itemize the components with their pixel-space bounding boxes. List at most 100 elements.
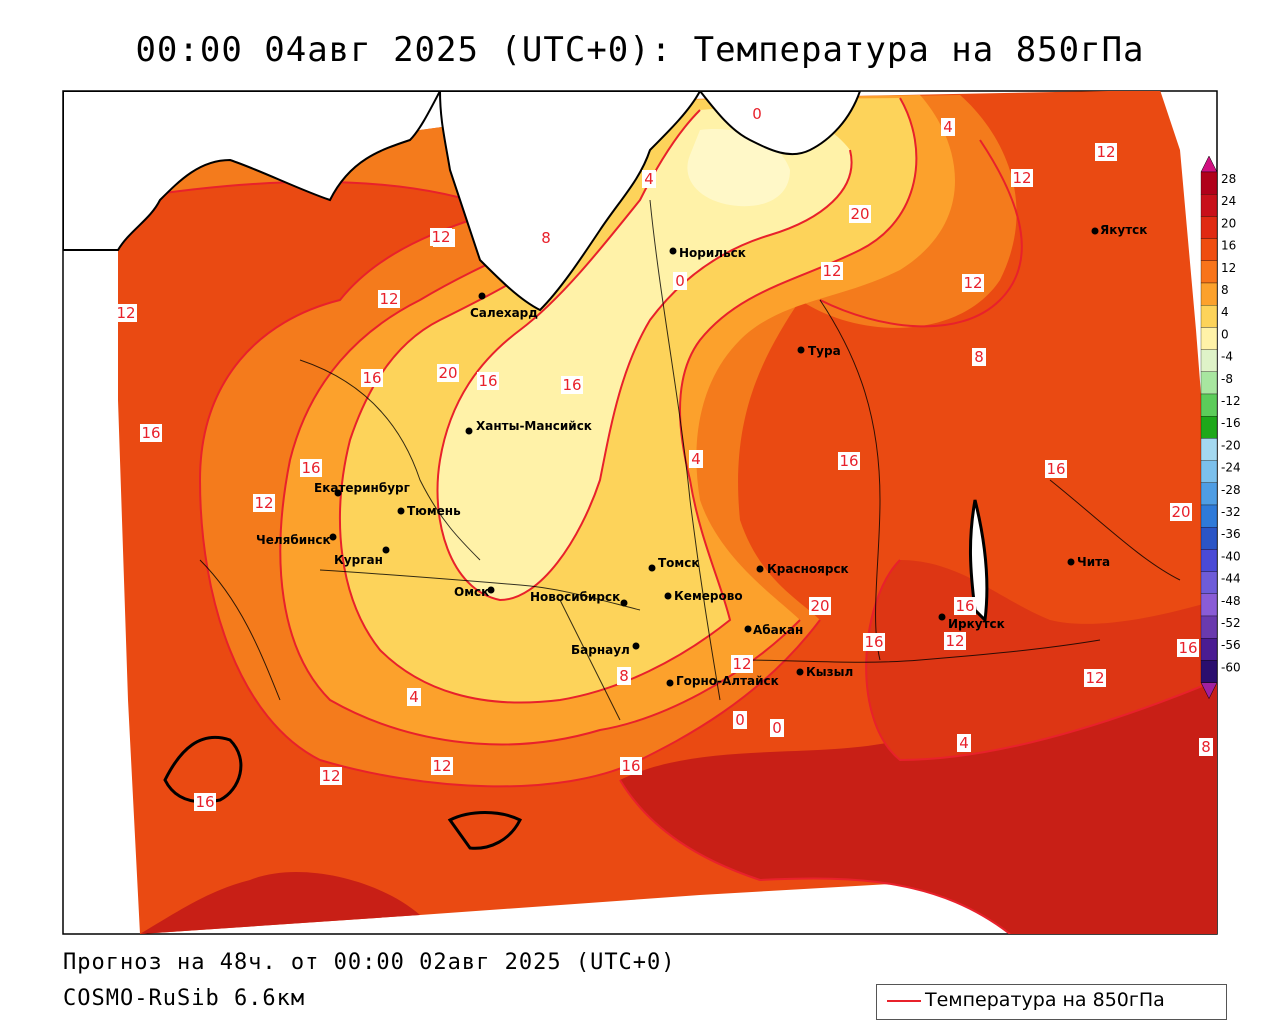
isotherm-label-bg [300,459,322,477]
isotherm-label: 12 [432,757,451,775]
colorbar: 28 24 20 16 12 8 4 0 -4 -8 -12 -16 -20 -24 -28 -32 -36 -4… [1200,155,1241,700]
colorbar-tick: -52 [1221,616,1241,630]
region-cool [687,129,790,207]
isotherm-label: 4 [943,118,953,136]
colorbar-tick: 28 [1221,172,1236,186]
colorbar-tick: -12 [1221,394,1241,408]
city-dot [744,625,752,633]
isotherm-label: 8 [619,667,629,685]
city-dot [620,599,628,607]
isotherm-label-bg [642,170,656,188]
isotherm-labels: 12 12 12 12 16 8 12 4 0 0 4 12 12 16 16 20 16 16 20 12 12 8 4 1… [115,105,1213,811]
isotherm-label-bg [962,274,984,292]
colorbar-swatch [1200,349,1218,372]
colorbar-swatch [1200,305,1218,328]
colorbar-tick: -32 [1221,505,1241,519]
city-label: Иркутск [948,617,1005,631]
colorbar-tick: 24 [1221,194,1236,208]
isotherm-label: 4 [409,688,419,706]
map-title: 00:00 04авг 2025 (UTC+0): Температура на… [135,30,1145,70]
colorbar-tick: -40 [1221,549,1241,563]
isotherm-label-bg [1045,460,1067,478]
isotherm-label-bg [849,205,871,223]
city-dot [478,292,486,300]
colorbar-swatch [1200,638,1218,661]
colorbar-swatch [1200,171,1218,195]
city-label: Тюмень [407,504,461,518]
model-name: COSMO-RuSib 6.6км [63,986,306,1011]
isotherm-label: 12 [431,228,450,246]
colorbar-tick: 12 [1221,261,1236,275]
isotherm-label-bg [770,719,784,737]
colorbar-tick: 4 [1221,305,1229,319]
isotherm-label-bg [733,711,747,729]
colorbar-bottom-arrow [1200,682,1218,700]
isotherm-label-bg [944,632,966,650]
isotherm-label-bg [407,688,421,706]
isotherm-label-bg [320,767,342,785]
isotherm-label-bg [620,757,642,775]
isotherm-label-bg [941,118,955,136]
city-label: Якутск [1100,223,1147,237]
city-dot [487,586,495,594]
isotherm-label-bg [731,655,753,673]
colorbar-swatch [1200,660,1218,683]
city-label: Ханты-Мансийск [476,419,592,433]
colorbar-tick: -8 [1221,372,1233,386]
region-16c-east [866,560,1217,760]
isotherm-label-bg [673,272,687,290]
colorbar-tick: -16 [1221,416,1241,430]
isotherm-label-bg [838,452,860,470]
colorbar-swatch [1200,194,1218,217]
colorbar-swatch [1200,216,1218,239]
colorbar-tick: -24 [1221,461,1241,475]
isotherm-label: 12 [1085,669,1104,687]
isotherm-label-bg [1177,639,1199,657]
city-label: Омск [454,585,489,599]
colorbar-swatch [1200,371,1218,395]
colorbar-swatch [1200,460,1218,483]
isotherm-label-bg [430,228,452,246]
city-dot [648,564,656,572]
isotherm-label-bg [1095,143,1117,161]
colorbar-swatch [1200,260,1218,284]
city-dot [796,668,804,676]
colorbar-swatch [1200,416,1218,439]
isotherm-label: 20 [810,597,829,615]
isotherm-label-bg [431,757,453,775]
city-dot [329,533,337,541]
isotherm-label-bg [477,372,499,390]
legend-label: Температура на 850гПа [925,989,1165,1011]
isotherm-label-bg [539,229,553,247]
city-label: Кызыл [806,665,853,679]
isotherm-label-bg [1170,503,1192,521]
city-dot [669,247,677,255]
isotherm-label: 20 [438,364,457,382]
isotherm-label: 12 [116,304,135,322]
colorbar-swatch [1200,393,1218,417]
isotherm-label: 12 [1012,169,1031,187]
isotherm-label-bg [378,290,400,308]
isotherm-label: 16 [141,424,160,442]
isotherm-label-bg [361,369,383,387]
isotherm-label-bg [561,376,583,394]
city-label: Новосибирск [530,590,620,604]
isotherm-label-bg [194,793,216,811]
colorbar-tick: -36 [1221,527,1241,541]
city-dot [397,507,405,515]
city-label: Абакан [753,623,803,637]
colorbar-swatch [1200,527,1218,550]
isotherm-label-bg [954,597,976,615]
colorbar-tick: 20 [1221,216,1236,230]
isotherm-label: 12 [254,494,273,512]
isotherm-label-bg [863,633,885,651]
city-label: Красноярск [767,562,849,576]
legend: Температура на 850гПа [876,984,1227,1020]
colorbar-tick: 0 [1221,327,1229,341]
isotherm-label: 4 [959,734,969,752]
isotherm-label: 0 [752,105,762,123]
city-dot [797,346,805,354]
isotherm-label: 16 [301,459,320,477]
isotherm-label: 16 [864,633,883,651]
